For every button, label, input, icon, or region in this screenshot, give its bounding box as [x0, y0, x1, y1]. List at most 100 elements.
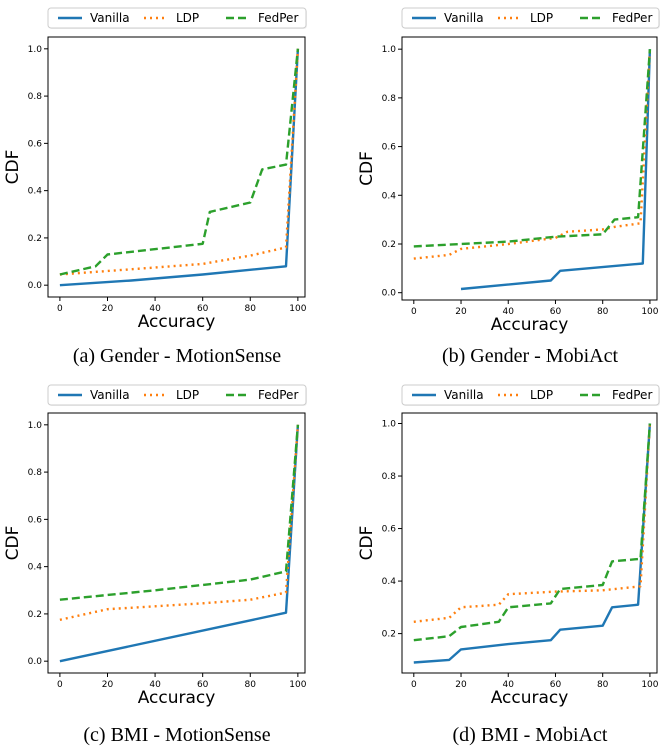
series-line-ldp	[413, 423, 652, 623]
y-tick-label: 1.0	[382, 45, 397, 55]
x-tick-label: 80	[597, 680, 609, 690]
x-axis-label: Accuracy	[491, 688, 569, 708]
legend-label-vanilla: Vanilla	[444, 11, 484, 25]
panel-caption: (a) Gender - MotionSense	[73, 345, 281, 367]
y-tick-label: 0.6	[28, 139, 43, 149]
series-line-ldp	[59, 424, 300, 621]
legend-box	[47, 384, 307, 406]
series-line-fedper	[413, 49, 652, 248]
y-tick-label: 0.0	[28, 281, 43, 291]
y-tick-label: 0.6	[382, 143, 397, 153]
chart-panel-3: 0 20 40 60 80 100 0.2 0.4 0.6 0.8 1.0 Accuracy CDF Va…	[357, 384, 660, 746]
y-tick-label: 0.6	[382, 525, 397, 535]
y-tick-label: 0.8	[382, 94, 397, 104]
y-tick-label: 0.2	[382, 630, 396, 640]
y-tick-label: 0.8	[382, 472, 397, 482]
x-tick-label: 20	[455, 680, 467, 690]
legend-label-vanilla: Vanilla	[90, 388, 130, 402]
panel-caption: (b) Gender - MobiAct	[442, 345, 618, 367]
legend-label-vanilla: Vanilla	[90, 11, 130, 25]
y-tick-label: 0.2	[28, 234, 42, 244]
x-tick-label: 40	[503, 680, 515, 690]
x-axis-label: Accuracy	[138, 312, 216, 332]
panel-caption: (d) BMI - MobiAct	[453, 724, 608, 746]
y-tick-label: 0.4	[382, 191, 397, 201]
legend-label-fedper: FedPer	[258, 11, 298, 25]
legend: Vanilla LDP FedPer	[401, 384, 660, 406]
series-line-vanilla	[59, 48, 300, 287]
y-tick-label: 1.0	[28, 45, 43, 55]
x-tick-label: 40	[503, 307, 515, 317]
x-tick-label: 80	[245, 304, 257, 314]
series-line-vanilla	[413, 423, 652, 664]
chart-panel-1: 0 20 40 60 80 100 0.0 0.2 0.4 0.6 0.8 1.0 Accuracy CD…	[357, 7, 660, 367]
x-tick-label: 0	[411, 307, 417, 317]
x-axis-label: Accuracy	[138, 688, 216, 708]
legend-label-fedper: FedPer	[612, 11, 652, 25]
panel-caption: (c) BMI - MotionSense	[83, 724, 270, 746]
chart-panel-0: 0 20 40 60 80 100 0.0 0.2 0.4 0.6 0.8 1.0 Accuracy CD…	[3, 7, 307, 367]
plot-frame	[47, 36, 306, 298]
x-tick-label: 0	[57, 680, 63, 690]
plot-frame	[401, 412, 658, 674]
legend-label-ldp: LDP	[176, 11, 199, 25]
x-tick-label: 40	[149, 304, 161, 314]
x-tick-label: 20	[102, 304, 114, 314]
x-tick-label: 60	[197, 680, 209, 690]
x-tick-label: 20	[102, 680, 114, 690]
legend: Vanilla LDP FedPer	[47, 7, 307, 29]
legend: Vanilla LDP FedPer	[47, 384, 307, 406]
x-tick-label: 80	[245, 680, 257, 690]
x-tick-label: 100	[289, 304, 306, 314]
x-tick-label: 100	[641, 307, 658, 317]
x-axis-label: Accuracy	[491, 315, 569, 335]
y-tick-label: 0.2	[382, 240, 396, 250]
y-tick-label: 1.0	[382, 420, 397, 430]
x-tick-label: 80	[597, 307, 609, 317]
y-tick-label: 0.4	[382, 577, 397, 587]
legend-box	[401, 7, 660, 29]
x-tick-label: 60	[197, 304, 209, 314]
legend-label-vanilla: Vanilla	[444, 388, 484, 402]
legend-label-ldp: LDP	[530, 11, 553, 25]
legend: Vanilla LDP FedPer	[401, 7, 660, 29]
plot-frame	[401, 36, 658, 301]
y-tick-label: 1.0	[28, 421, 43, 431]
legend-label-ldp: LDP	[176, 388, 199, 402]
series-line-fedper	[59, 424, 300, 601]
x-tick-label: 100	[641, 680, 658, 690]
x-tick-label: 40	[149, 680, 161, 690]
legend-label-fedper: FedPer	[258, 388, 298, 402]
series-line-fedper	[413, 423, 652, 642]
y-axis-label: CDF	[3, 526, 23, 561]
x-tick-label: 0	[57, 304, 63, 314]
x-tick-label: 100	[289, 680, 306, 690]
series-line-fedper	[59, 48, 300, 276]
series-line-vanilla	[59, 424, 300, 663]
y-tick-label: 0.8	[28, 468, 43, 478]
series-line-ldp	[413, 49, 652, 260]
y-tick-label: 0.0	[382, 289, 397, 299]
legend-box	[401, 384, 660, 406]
y-tick-label: 0.0	[28, 657, 43, 667]
legend-label-ldp: LDP	[530, 388, 553, 402]
y-tick-label: 0.4	[28, 187, 43, 197]
legend-box	[47, 7, 307, 29]
series-line-vanilla	[460, 49, 652, 291]
y-axis-label: CDF	[357, 526, 377, 561]
y-tick-label: 0.4	[28, 563, 43, 573]
series-line-ldp	[59, 48, 300, 276]
x-tick-label: 0	[411, 680, 417, 690]
y-tick-label: 0.8	[28, 92, 43, 102]
x-tick-label: 60	[550, 307, 562, 317]
y-axis-label: CDF	[3, 150, 23, 185]
legend-label-fedper: FedPer	[612, 388, 652, 402]
x-tick-label: 60	[550, 680, 562, 690]
x-tick-label: 20	[455, 307, 467, 317]
plot-frame	[47, 412, 306, 674]
y-tick-label: 0.2	[28, 610, 42, 620]
y-axis-label: CDF	[357, 151, 377, 186]
chart-panel-2: 0 20 40 60 80 100 0.0 0.2 0.4 0.6 0.8 1.0 Accuracy CD…	[3, 384, 307, 746]
y-tick-label: 0.6	[28, 515, 43, 525]
